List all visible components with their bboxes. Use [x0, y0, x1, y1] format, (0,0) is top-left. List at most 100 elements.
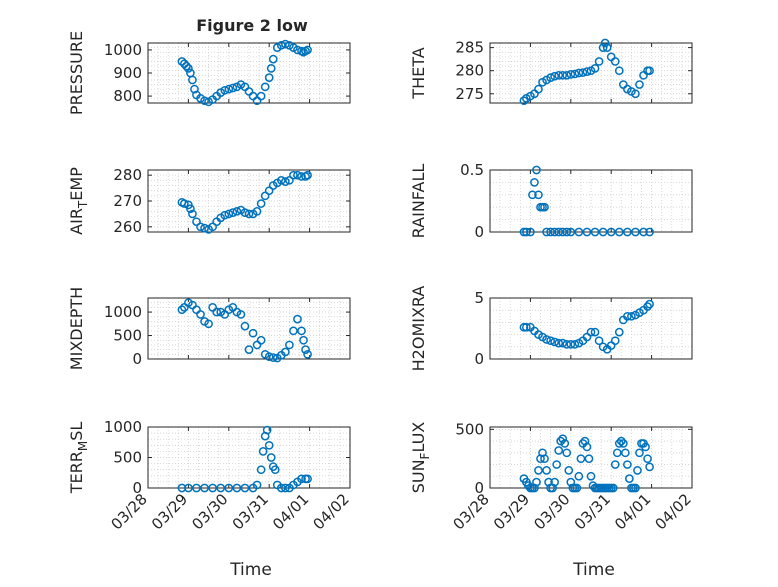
data-point: [530, 178, 539, 187]
data-point: [610, 460, 620, 469]
data-point: [532, 477, 541, 487]
x-tick-label: 03/28: [108, 490, 151, 533]
data-point: [268, 353, 278, 362]
y-axis-label: MIXDEPTH: [67, 287, 86, 370]
data-point: [614, 439, 624, 448]
data-point: [532, 165, 541, 175]
x-tick-label: 04/01: [611, 490, 654, 533]
data-point: [534, 84, 543, 94]
data-point: [643, 454, 652, 464]
data-point: [266, 453, 276, 462]
data-point: [540, 454, 549, 464]
data-point: [550, 227, 559, 237]
data-point: [645, 299, 654, 309]
data-point: [289, 326, 298, 336]
data-point: [534, 466, 543, 475]
axes-box: [489, 297, 693, 360]
data-point: [281, 39, 290, 49]
data-point: [264, 352, 274, 362]
data-point: [574, 471, 584, 481]
data-point: [558, 338, 568, 348]
data-point: [554, 446, 564, 455]
y-tick-label: 1000: [104, 418, 142, 436]
data-point: [192, 483, 201, 493]
data-point: [631, 89, 640, 99]
data-point: [620, 448, 630, 458]
data-point: [244, 345, 254, 354]
data-point: [224, 84, 234, 94]
data-point: [550, 337, 559, 347]
x-tick-label: 04/01: [269, 490, 312, 533]
data-point: [196, 310, 205, 319]
y-tick-label: 280: [113, 166, 142, 184]
data-point: [200, 96, 209, 106]
data-point: [276, 175, 286, 185]
data-point: [574, 68, 584, 78]
data-point: [641, 442, 650, 452]
data-point: [303, 474, 312, 484]
x-tick-label: 03/29: [490, 490, 533, 533]
axes-box: [147, 297, 351, 360]
data-point: [232, 483, 242, 493]
data-point: [550, 71, 559, 81]
data-point: [184, 64, 193, 73]
x-tick-label: 04/02: [652, 490, 695, 533]
data-point: [566, 70, 576, 79]
y-tick-label: 280: [455, 62, 484, 80]
data-point: [546, 227, 555, 237]
data-point: [268, 54, 278, 64]
data-point: [522, 322, 531, 332]
x-axis-label-right: Time: [572, 560, 615, 580]
data-point: [558, 70, 568, 80]
data-point: [260, 82, 270, 92]
data-point: [586, 471, 596, 481]
data-point: [293, 314, 302, 324]
data-point: [602, 43, 612, 52]
data-point: [299, 335, 308, 345]
data-point: [216, 483, 226, 493]
panel-theta: 275 280 285 THETA: [409, 39, 693, 106]
data-point: [635, 80, 644, 89]
data-point: [196, 222, 205, 232]
data-point: [224, 483, 234, 493]
y-axis-label: TERRMSL: [67, 422, 90, 495]
y-tick-label: 1000: [104, 41, 142, 59]
y-tick-label: 0: [132, 350, 142, 368]
data-point: [301, 345, 310, 354]
data-point: [240, 321, 250, 331]
data-point: [264, 73, 274, 82]
panel-pressure: 800 900 1000 PRESSURE: [67, 31, 351, 115]
data-point: [228, 208, 238, 217]
data-point: [528, 190, 537, 200]
axes-box: [489, 42, 693, 104]
data-point: [576, 454, 586, 464]
data-point: [303, 170, 312, 180]
data-point: [262, 425, 272, 435]
y-tick-label: 0: [132, 479, 142, 497]
y-axis-label: SUNFLUX: [409, 422, 432, 494]
data-point: [633, 466, 642, 475]
y-tick-label: 270: [113, 192, 142, 210]
data-point: [614, 66, 624, 76]
data-point: [184, 483, 193, 493]
data-point: [552, 460, 562, 469]
y-tick-label: 1000: [104, 303, 142, 321]
data-point: [244, 209, 254, 219]
x-tick-label: 03/29: [148, 490, 191, 533]
data-point: [590, 64, 600, 73]
data-point: [297, 326, 306, 336]
y-axis-label: AIRTEMP: [67, 167, 90, 235]
data-point: [177, 305, 187, 315]
data-point: [558, 434, 568, 444]
data-point: [590, 327, 600, 337]
data-point: [610, 336, 620, 346]
data-point: [574, 227, 584, 237]
y-axis-label: PRESSURE: [67, 31, 86, 115]
data-point: [635, 448, 644, 458]
data-point: [236, 310, 246, 319]
data-point: [631, 227, 640, 237]
data-point: [522, 227, 531, 237]
data-point: [610, 57, 620, 66]
